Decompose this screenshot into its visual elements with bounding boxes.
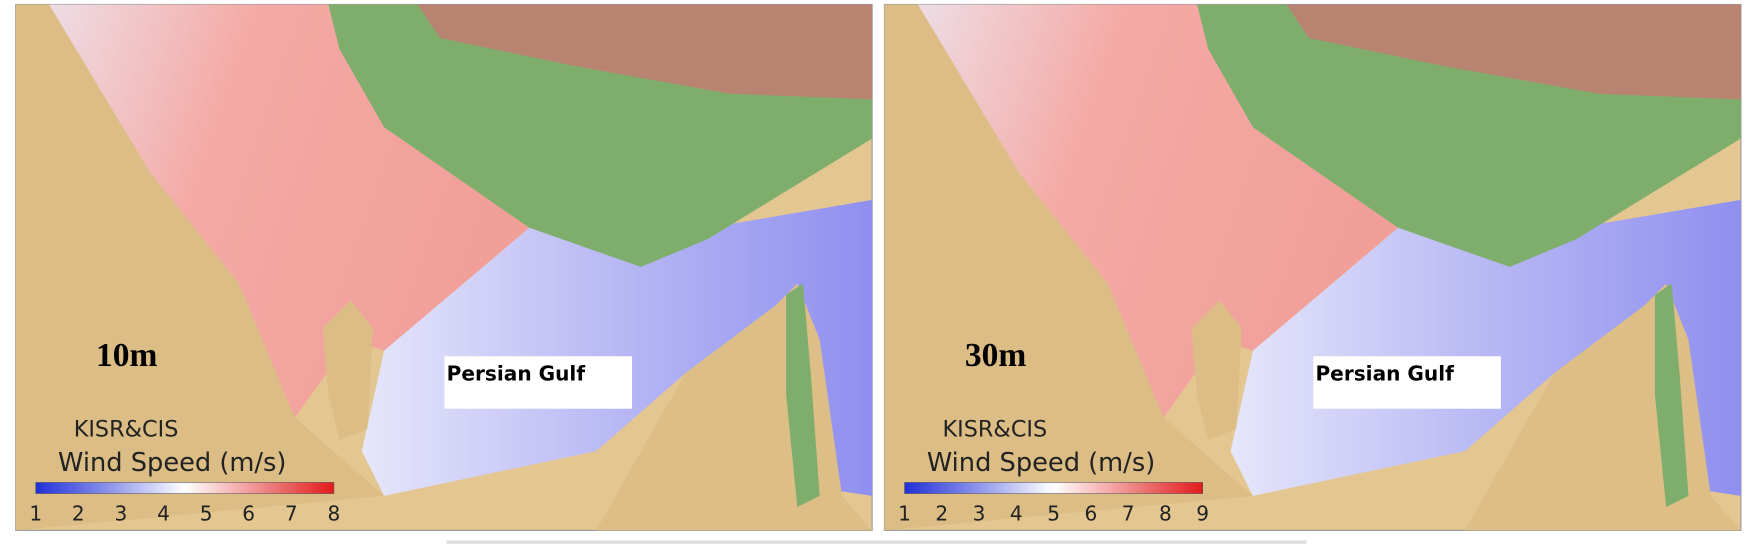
wind-high-area bbox=[917, 4, 1399, 418]
colorbar-tick-label: 8 bbox=[327, 501, 340, 525]
wind-low-area bbox=[1230, 199, 1741, 496]
east-mountains bbox=[786, 283, 820, 507]
colorbar-tick-label: 2 bbox=[935, 501, 948, 525]
colorbar-tick-label: 8 bbox=[1159, 501, 1172, 525]
peninsula bbox=[322, 300, 373, 440]
region-label: Persian Gulf bbox=[1315, 362, 1454, 386]
colorbar-tick-label: 4 bbox=[1010, 501, 1023, 525]
colorbar-tick-label: 1 bbox=[29, 501, 42, 525]
colorbar-tick-label: 3 bbox=[973, 501, 986, 525]
credit: KISR&CIS bbox=[942, 416, 1047, 442]
land-west bbox=[15, 4, 385, 531]
divider bbox=[446, 540, 1307, 544]
colorbar-tick-label: 5 bbox=[200, 501, 213, 525]
colorbar bbox=[35, 482, 335, 494]
colorbar-tick-label: 1 bbox=[898, 501, 911, 525]
colorbar-tick-label: 6 bbox=[242, 501, 255, 525]
colorbar-title: Wind Speed (m/s) bbox=[58, 448, 286, 478]
wind-low-area bbox=[361, 199, 873, 496]
colorbar bbox=[904, 482, 1203, 494]
colorbar-tick-label: 5 bbox=[1047, 501, 1060, 525]
colorbar-tick-label: 7 bbox=[285, 501, 298, 525]
high-mountains bbox=[1286, 4, 1741, 100]
label-box bbox=[1313, 356, 1501, 409]
colorbar-title: Wind Speed (m/s) bbox=[927, 448, 1155, 478]
colorbar-tick-label: 4 bbox=[157, 501, 170, 525]
credit: KISR&CIS bbox=[74, 416, 179, 442]
height-label: 10m bbox=[96, 337, 158, 374]
colorbar-tick-label: 9 bbox=[1196, 501, 1209, 525]
colorbar-tick-label: 3 bbox=[115, 501, 128, 525]
label-box bbox=[444, 356, 633, 409]
colorbar-tick-label: 2 bbox=[72, 501, 85, 525]
height-label: 30m bbox=[965, 337, 1027, 374]
figure-content: Persian Gulf 10m KISR&CIS Wind Speed (m/s) 1… bbox=[15, 3, 1742, 544]
map-panel: Persian Gulf 10m KISR&CIS Wind Speed (m/s) 1… bbox=[15, 3, 873, 531]
east-mountains bbox=[1654, 283, 1689, 507]
colorbar-tick-label: 7 bbox=[1122, 501, 1135, 525]
high-mountains bbox=[417, 4, 873, 100]
land-west bbox=[884, 4, 1253, 531]
region-label: Persian Gulf bbox=[447, 362, 586, 386]
map-panel: Persian Gulf 30m KISR&CIS Wind Speed (m/s) 1… bbox=[883, 3, 1742, 531]
colorbar-tick-label: 6 bbox=[1084, 501, 1097, 525]
peninsula bbox=[1191, 300, 1242, 440]
wind-high-area bbox=[49, 4, 530, 418]
